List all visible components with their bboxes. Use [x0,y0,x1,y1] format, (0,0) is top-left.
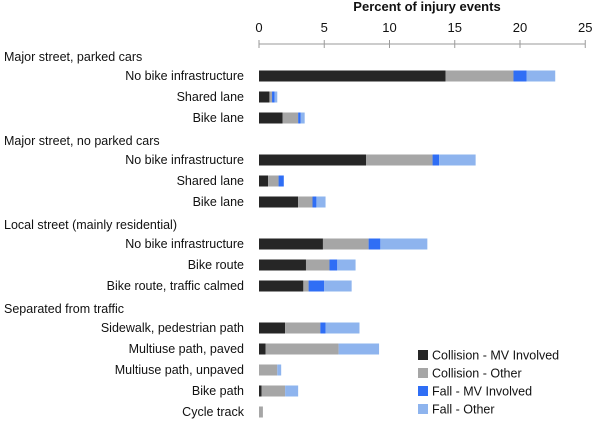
bar-segment [259,196,299,208]
category-label: No bike infrastructure [125,153,244,167]
bar-segment [259,364,278,376]
bar-segment [526,70,556,82]
bar-segment [268,175,279,187]
chart-title: Percent of injury events [353,0,500,14]
bar-segment [259,175,269,187]
x-tick-label: 15 [448,20,462,35]
group-label: Major street, parked cars [4,50,142,64]
bar-segment [269,91,273,103]
bar-segment [282,112,299,124]
bar-segment [320,322,326,334]
category-label: Shared lane [177,90,244,104]
bar-segment [308,280,325,292]
category-label: Bike route, traffic calmed [107,279,244,293]
bar-segment [303,280,309,292]
x-tick-label: 20 [513,20,527,35]
bar-segment [259,259,306,271]
legend-label: Collision - MV Involved [432,349,559,363]
bar-segment [329,259,338,271]
x-axis: 0 5 10 15 20 25 [255,20,592,48]
bar-segment [380,238,428,250]
bar-segment [316,196,326,208]
legend-swatch [418,350,428,360]
group-label: Separated from traffic [4,302,124,316]
category-label: Multiuse path, unpaved [115,363,244,377]
bar-segment [259,154,367,166]
bar-segment [285,322,321,334]
bar-segment [274,91,278,103]
bar-segment [432,154,440,166]
bars [259,70,556,418]
category-label: Bike lane [193,195,244,209]
bar-segment [259,280,304,292]
category-label: Bike lane [193,111,244,125]
bar-segment [298,112,301,124]
bar-segment [278,175,284,187]
bar-segment [312,196,317,208]
group-label: Major street, no parked cars [4,134,160,148]
bar-segment [259,238,323,250]
legend: Collision - MV Involved Collision - Other… [418,349,559,417]
legend-label: Collision - Other [432,367,522,381]
bar-segment [259,112,283,124]
bar-segment [325,322,360,334]
bar-segment [259,343,266,355]
bar-segment [259,406,263,418]
bar-segment [439,154,476,166]
bar-segment [259,70,446,82]
category-labels: Major street, parked cars No bike infrast… [4,50,245,419]
bar-segment [261,385,286,397]
bar-segment [305,259,330,271]
category-label: Bike route [188,258,244,272]
x-tick-label: 5 [321,20,328,35]
legend-label: Fall - Other [432,403,495,417]
bar-segment [338,343,380,355]
category-label: Shared lane [177,174,244,188]
bar-segment [259,91,270,103]
x-tick-label: 0 [255,20,262,35]
bar-segment [366,154,433,166]
bar-segment [285,385,299,397]
bar-segment [324,280,352,292]
bar-segment [272,91,275,103]
x-tick-label: 25 [578,20,592,35]
x-tick-label: 10 [382,20,396,35]
category-label: Cycle track [182,405,245,419]
bar-segment [298,196,313,208]
bar-segment [445,70,514,82]
bar-segment [368,238,381,250]
group-label: Local street (mainly residential) [4,218,177,232]
legend-label: Fall - MV Involved [432,385,532,399]
bar-segment [265,343,339,355]
legend-swatch [418,386,428,396]
category-label: Sidewalk, pedestrian path [101,321,244,335]
legend-swatch [418,404,428,414]
bar-segment [300,112,305,124]
bar-segment [337,259,356,271]
legend-swatch [418,368,428,378]
bar-segment [259,322,286,334]
bar-segment [277,364,282,376]
category-label: Multiuse path, paved [129,342,244,356]
bar-segment [513,70,527,82]
bar-segment [322,238,369,250]
category-label: No bike infrastructure [125,69,244,83]
category-label: Bike path [192,384,244,398]
bar-segment [259,385,262,397]
category-label: No bike infrastructure [125,237,244,251]
